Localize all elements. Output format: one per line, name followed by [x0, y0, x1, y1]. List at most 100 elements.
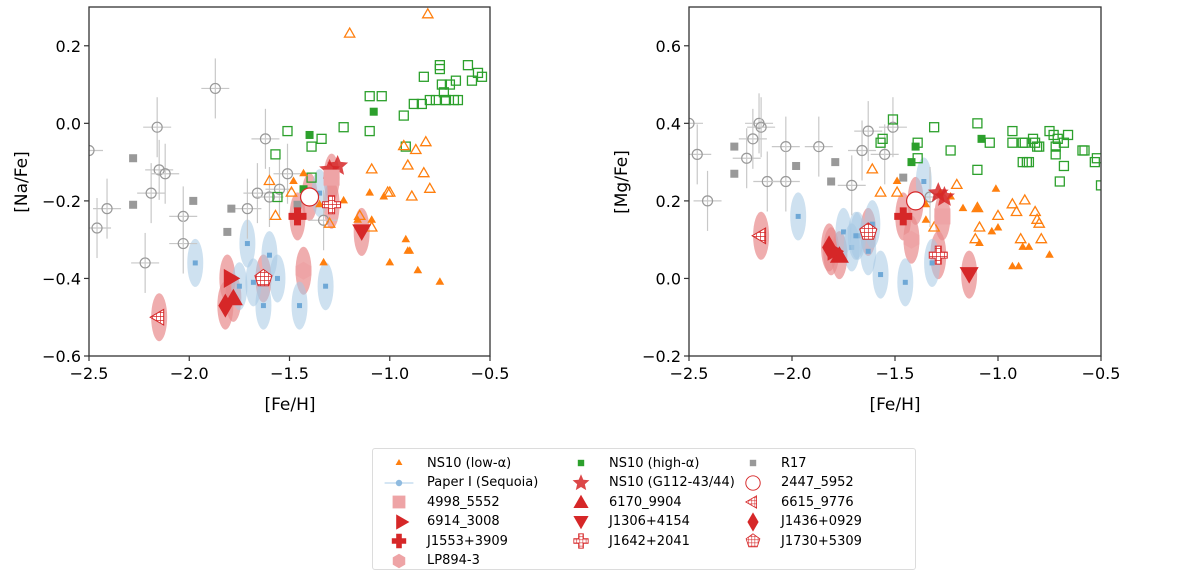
data-point — [218, 293, 233, 318]
data-point — [907, 158, 916, 167]
data-point — [295, 261, 312, 280]
data-point — [877, 133, 888, 144]
legend-label: Paper I (Sequoia) — [427, 475, 539, 490]
y-tick-label: 0.2 — [56, 37, 81, 56]
x-tick-label: −1.0 — [370, 364, 409, 383]
series-j1436-0929 — [218, 293, 233, 318]
data-point — [984, 137, 995, 148]
data-point — [436, 79, 448, 90]
y-tick-label: 0.0 — [56, 114, 81, 133]
data-point — [450, 75, 462, 86]
legend-label: NS10 (high-α) — [609, 455, 700, 471]
data-point — [251, 108, 280, 169]
y-tick-label: 0.4 — [656, 114, 681, 133]
data-point — [143, 97, 172, 158]
data-point — [738, 108, 767, 169]
data-point — [254, 268, 273, 287]
data-point — [352, 224, 372, 241]
data-point — [887, 114, 899, 125]
x-tick-label: −1.5 — [270, 364, 309, 383]
series-lp894-3 — [295, 261, 312, 280]
data-point — [285, 185, 298, 197]
data-point — [1018, 193, 1032, 205]
data-point — [137, 163, 166, 224]
data-point — [269, 254, 286, 303]
data-point — [921, 215, 931, 223]
data-point — [323, 169, 340, 186]
legend-item: 6170_9904 — [563, 492, 682, 512]
legend: NS10 (low-α) NS10 (high-α) R17 Paper I (Seq… — [372, 448, 916, 570]
tri-up-small-icon — [395, 459, 403, 465]
data-point — [790, 192, 807, 241]
plus-icon — [391, 533, 407, 549]
data-point — [305, 130, 314, 139]
data-point — [1017, 137, 1028, 148]
data-point — [730, 142, 739, 151]
data-point — [822, 235, 837, 260]
data-point — [689, 93, 703, 154]
data-point — [306, 172, 317, 183]
data-point — [890, 185, 904, 197]
data-point — [1019, 137, 1030, 148]
y-tick-label: 0.0 — [656, 269, 681, 288]
data-point — [265, 159, 294, 220]
data-point — [865, 162, 879, 174]
legend-label: J1553+3909 — [427, 533, 508, 549]
data-point — [847, 211, 864, 260]
data-point — [385, 257, 395, 266]
data-point — [1018, 242, 1028, 250]
legend-item: J1553+3909 — [381, 531, 508, 551]
series-2447-5952 — [905, 191, 926, 211]
data-point — [379, 192, 389, 200]
data-point — [730, 169, 739, 178]
data-point — [897, 258, 914, 307]
data-point — [383, 185, 397, 197]
data-point — [1050, 149, 1061, 160]
data-point — [837, 155, 866, 216]
data-point — [1014, 232, 1028, 244]
data-point — [270, 149, 281, 160]
data-point — [732, 128, 761, 189]
data-point — [1024, 242, 1034, 250]
data-point — [405, 189, 419, 201]
series-r17-filled — [129, 154, 302, 236]
data-point — [476, 71, 488, 82]
series-4998-5552 — [934, 208, 951, 225]
data-point — [317, 262, 334, 311]
series-j1553-3909 — [288, 207, 307, 226]
data-point — [291, 281, 308, 330]
data-point — [438, 87, 450, 98]
data-point — [364, 125, 375, 137]
data-point — [339, 195, 348, 204]
data-point — [322, 195, 342, 215]
data-point — [870, 124, 899, 185]
data-point — [804, 116, 833, 177]
series-j1642-2041 — [322, 195, 342, 215]
legend-item: J1306+4154 — [563, 512, 690, 532]
data-point — [689, 124, 712, 185]
data-point — [408, 98, 419, 110]
x-tick-label: −2.0 — [170, 364, 209, 383]
pentagon-hatch-icon — [745, 533, 761, 548]
legend-item: NS10 (low-α) — [381, 453, 511, 473]
legend-label: LP894-3 — [427, 553, 480, 568]
legend-label: J1306+4154 — [609, 514, 690, 529]
series-j1553-3909 — [894, 207, 913, 226]
data-point — [958, 203, 968, 212]
data-point — [1028, 205, 1042, 217]
axes-frame — [88, 6, 491, 357]
data-point — [878, 97, 907, 158]
data-point — [993, 223, 1003, 231]
data-point — [233, 178, 262, 239]
data-point — [950, 178, 964, 190]
data-point — [899, 173, 908, 182]
data-point — [973, 203, 982, 212]
data-point — [747, 97, 776, 158]
data-point — [419, 135, 433, 147]
tri-down-icon — [573, 515, 589, 529]
data-point — [928, 122, 940, 133]
legend-item: 4998_5552 — [381, 492, 500, 512]
series-j1306-4154 — [352, 224, 372, 241]
series-lp894-3 — [903, 230, 920, 249]
series-j1436-0929 — [822, 235, 837, 260]
